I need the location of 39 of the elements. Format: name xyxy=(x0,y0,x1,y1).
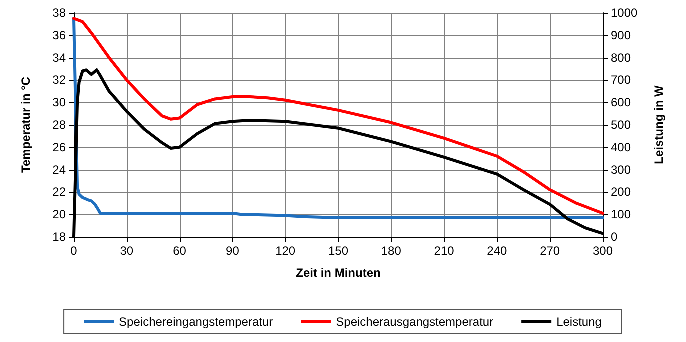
x-tick-label: 180 xyxy=(381,244,402,258)
legend-label: Leistung xyxy=(556,315,602,329)
y-tick-label: 38 xyxy=(52,6,66,20)
y2-axis-title: Leistung in W xyxy=(652,85,666,164)
x-tick-label: 300 xyxy=(592,244,614,258)
y-tick-label: 30 xyxy=(52,96,66,110)
y-tick-label: 32 xyxy=(52,73,66,88)
y2-tick-label: 200 xyxy=(611,185,632,200)
x-tick-label: 210 xyxy=(434,244,455,258)
y-tick-label: 20 xyxy=(52,208,66,222)
y-tick-label: 26 xyxy=(52,140,66,154)
x-tick-label: 240 xyxy=(487,244,508,258)
x-tick-label: 150 xyxy=(328,244,349,258)
x-axis-title: Zeit in Minuten xyxy=(296,266,381,280)
y2-tick-label: 700 xyxy=(611,73,632,88)
y-tick-label: 18 xyxy=(52,230,66,244)
x-tick-label: 90 xyxy=(226,244,240,258)
y2-tick-label: 0 xyxy=(611,230,618,244)
x-tick-label: 60 xyxy=(173,244,187,258)
y-axis-title: Temperatur in °C xyxy=(19,76,33,173)
y-tick-label: 34 xyxy=(52,50,66,65)
legend-label: Speichereingangstemperatur xyxy=(119,315,274,329)
y-tick-label: 22 xyxy=(52,185,66,200)
x-tick-label: 30 xyxy=(120,244,134,258)
y2-tick-label: 1000 xyxy=(611,6,638,20)
y2-tick-label: 100 xyxy=(611,208,632,222)
y-tick-label: 24 xyxy=(52,162,66,177)
y2-tick-label: 300 xyxy=(611,162,632,177)
y2-tick-label: 500 xyxy=(611,118,632,132)
y2-tick-label: 400 xyxy=(611,140,632,154)
x-tick-label: 270 xyxy=(540,244,560,258)
legend-label: Speicherausgangstemperatur xyxy=(336,315,494,329)
y2-tick-label: 900 xyxy=(611,28,632,42)
y-tick-label: 36 xyxy=(52,28,66,42)
y2-tick-label: 600 xyxy=(611,96,632,110)
y-tick-label: 28 xyxy=(52,118,66,132)
x-tick-label: 120 xyxy=(276,244,296,258)
x-tick-label: 0 xyxy=(70,244,78,258)
y2-tick-label: 800 xyxy=(611,50,632,65)
